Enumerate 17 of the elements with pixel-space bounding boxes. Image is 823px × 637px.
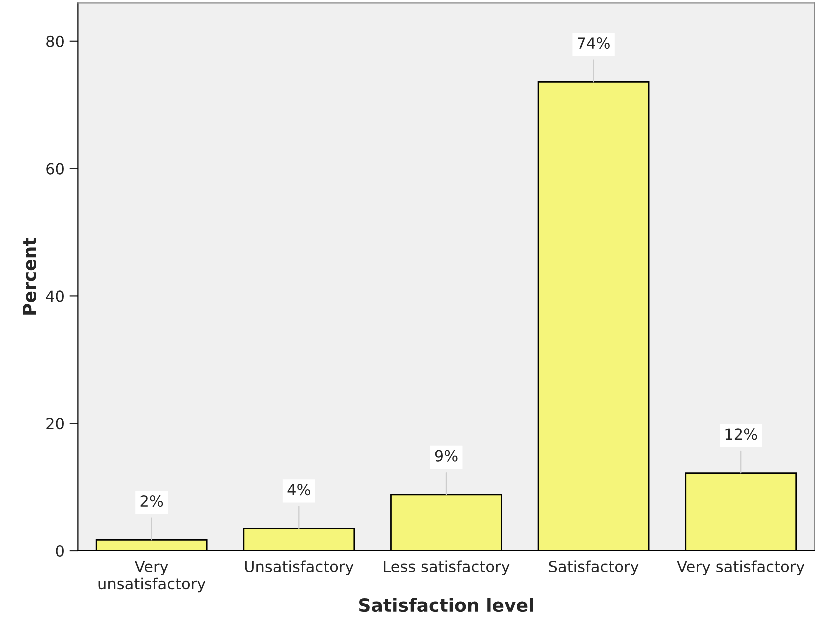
x-tick-label: Very unsatisfactory [98, 561, 206, 593]
x-tick-label: Very satisfactory [677, 560, 805, 576]
data-label: 12% [726, 428, 758, 440]
y-tick-label: 80 [46, 36, 64, 48]
x-axis-title: Satisfaction level [360, 598, 534, 612]
data-label: 2% [140, 496, 164, 508]
y-tick-label: 0 [56, 545, 64, 558]
y-axis-title: Percent [23, 238, 36, 315]
data-label: 9% [435, 450, 458, 462]
x-tick-label: Unsatisfactory [245, 560, 354, 576]
data-label: 4% [288, 484, 310, 496]
x-tick-label: Less satisfactory [384, 560, 510, 576]
y-tick-label: 60 [46, 163, 64, 175]
data-label: 74% [578, 38, 610, 50]
x-tick-label: Satisfactory [549, 560, 639, 576]
y-tick-label: 40 [46, 290, 64, 302]
y-tick-label: 20 [46, 418, 64, 430]
